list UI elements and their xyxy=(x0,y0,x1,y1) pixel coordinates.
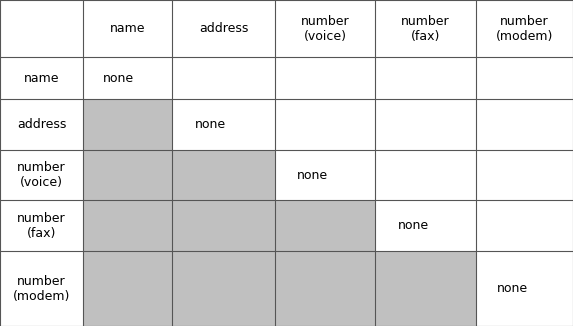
Text: none: none xyxy=(103,72,134,85)
Text: none: none xyxy=(297,169,328,182)
Text: address: address xyxy=(199,22,248,35)
Bar xyxy=(375,57,476,99)
Bar xyxy=(83,99,172,150)
Bar xyxy=(375,150,476,200)
Bar xyxy=(275,200,375,251)
Bar xyxy=(172,251,275,326)
Text: name: name xyxy=(110,22,145,35)
Bar xyxy=(83,57,172,99)
Bar xyxy=(172,57,275,99)
Text: number
(voice): number (voice) xyxy=(17,161,66,189)
Text: number
(fax): number (fax) xyxy=(401,15,450,42)
Bar xyxy=(83,200,172,251)
Bar xyxy=(275,99,375,150)
Bar xyxy=(375,0,476,57)
Bar xyxy=(375,251,476,326)
Bar xyxy=(0,57,83,99)
Text: number
(modem): number (modem) xyxy=(13,274,70,303)
Bar xyxy=(83,0,172,57)
Bar xyxy=(476,150,573,200)
Text: none: none xyxy=(397,219,429,232)
Bar xyxy=(275,251,375,326)
Bar xyxy=(172,99,275,150)
Bar xyxy=(476,251,573,326)
Text: address: address xyxy=(17,118,66,131)
Bar xyxy=(0,99,83,150)
Bar xyxy=(83,251,172,326)
Bar xyxy=(0,200,83,251)
Bar xyxy=(172,200,275,251)
Bar xyxy=(375,99,476,150)
Bar xyxy=(375,200,476,251)
Text: number
(modem): number (modem) xyxy=(496,15,553,42)
Text: name: name xyxy=(24,72,59,85)
Bar xyxy=(275,57,375,99)
Text: number
(fax): number (fax) xyxy=(17,212,66,240)
Bar xyxy=(172,150,275,200)
Bar xyxy=(0,0,83,57)
Bar xyxy=(476,57,573,99)
Bar xyxy=(476,99,573,150)
Bar xyxy=(476,0,573,57)
Bar xyxy=(275,150,375,200)
Bar xyxy=(172,0,275,57)
Bar xyxy=(83,150,172,200)
Bar xyxy=(476,200,573,251)
Text: none: none xyxy=(497,282,528,295)
Bar xyxy=(0,251,83,326)
Bar xyxy=(275,0,375,57)
Text: none: none xyxy=(195,118,226,131)
Bar xyxy=(0,150,83,200)
Text: number
(voice): number (voice) xyxy=(301,15,350,42)
